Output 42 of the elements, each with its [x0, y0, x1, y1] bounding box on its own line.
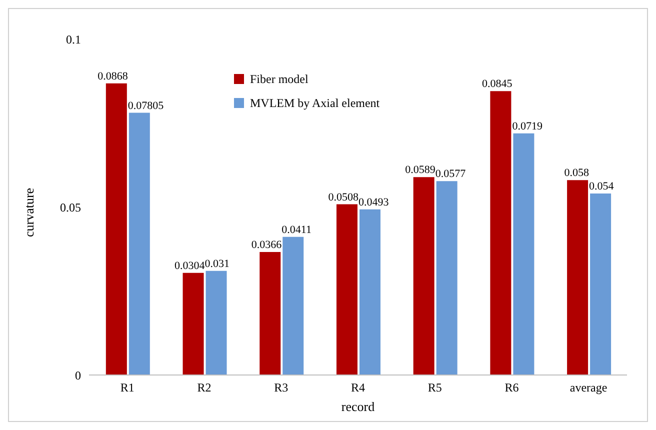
bar: [590, 194, 612, 375]
x-tick-label: R4: [350, 380, 366, 395]
data-label: 0.0508: [328, 191, 359, 204]
bar: [359, 209, 380, 375]
data-label: 0.0868: [98, 70, 128, 82]
data-label: 0.07805: [128, 100, 164, 112]
bar: [128, 112, 150, 375]
x-tick-label: R2: [197, 380, 212, 395]
data-label: 0.0845: [482, 78, 513, 90]
bar: [567, 180, 588, 375]
x-tick-label: average: [570, 380, 608, 395]
data-label: 0.0719: [512, 120, 543, 132]
data-label: 0.0366: [251, 239, 282, 252]
y-tick-label: 0.05: [60, 200, 81, 214]
data-label: 0.0589: [405, 164, 436, 176]
bar: [260, 252, 281, 375]
data-label: 0.0411: [282, 224, 312, 236]
bar: [206, 270, 227, 375]
data-label: 0.031: [204, 258, 230, 270]
x-tick-label: R6: [504, 380, 519, 395]
bar: [513, 133, 534, 375]
data-label: 0.0304: [174, 260, 206, 272]
x-axis-title: record: [341, 399, 376, 414]
y-axis-title: curvature: [22, 188, 37, 237]
y-tick-label: 0: [75, 368, 81, 382]
legend-label: MVLEM by Axial element: [250, 95, 380, 112]
bar: [182, 272, 204, 375]
bar: [490, 91, 512, 375]
bar: [336, 204, 358, 375]
x-tick-label: R1: [120, 380, 134, 395]
data-label: 0.058: [564, 167, 590, 180]
y-tick-label: 0.1: [66, 32, 81, 46]
data-label: 0.054: [589, 180, 614, 193]
legend-label: Fiber model: [250, 71, 308, 88]
data-label: 0.0493: [358, 196, 390, 208]
x-tick-label: R3: [274, 380, 288, 395]
bar: [282, 236, 304, 375]
bar: [106, 83, 127, 375]
data-label: 0.0577: [435, 168, 466, 180]
bar: [413, 177, 434, 375]
bar: [436, 181, 458, 375]
x-tick-label: R5: [428, 380, 442, 395]
